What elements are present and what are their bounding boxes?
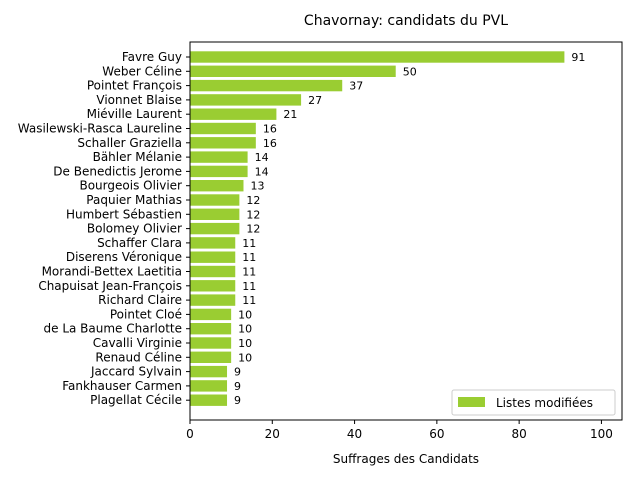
bar-value-label: 9 (234, 380, 241, 393)
bar (190, 394, 228, 406)
bar-value-label: 9 (234, 394, 241, 407)
y-tick-label: Jaccard Sylvain (90, 365, 182, 379)
bar-value-label: 10 (238, 323, 252, 336)
y-tick-label: Renaud Céline (95, 350, 182, 364)
bar (190, 280, 236, 292)
bar (190, 208, 240, 220)
bar-value-label: 12 (246, 194, 260, 207)
x-tick-label: 100 (590, 427, 613, 441)
bar-value-label: 21 (283, 108, 297, 121)
bar-value-label: 91 (571, 51, 585, 64)
bars-group: 9150372721161614141312121211111111111010… (190, 51, 585, 407)
y-tick-label: Morandi-Bettex Laetitia (42, 265, 182, 279)
bar (190, 65, 396, 77)
bar (190, 308, 232, 321)
y-tick-label: Pointet Cloé (110, 307, 182, 321)
x-ticks: 0 20 40 60 80 100 (186, 420, 613, 441)
bar (190, 251, 236, 263)
y-tick-label: Cavalli Virginie (93, 336, 182, 350)
bar-value-label: 11 (242, 294, 256, 307)
y-tick-label: Pointet François (87, 79, 182, 93)
y-tick-label: Diserens Véronique (66, 250, 182, 264)
bar-value-label: 12 (246, 208, 260, 221)
y-tick-label: Weber Céline (102, 64, 182, 78)
bar (190, 180, 244, 192)
y-tick-label: Bourgeois Olivier (79, 179, 182, 193)
bar (190, 79, 343, 92)
y-tick-label: Vionnet Blaise (96, 93, 182, 107)
y-tick-label: Paquier Mathias (86, 193, 182, 207)
bar (190, 237, 236, 249)
bar (190, 194, 240, 206)
bar-value-label: 10 (238, 337, 252, 350)
bar-value-label: 14 (255, 165, 269, 178)
legend-frame (451, 389, 616, 416)
bar (190, 151, 248, 163)
y-tick-label: Richard Claire (98, 293, 182, 307)
x-tick-label: 80 (512, 427, 527, 441)
plot-frame (189, 41, 623, 421)
y-tick-label: De Benedictis Jerome (53, 164, 182, 178)
bar (190, 108, 277, 120)
y-tick-label: Bolomey Olivier (87, 222, 182, 236)
bar-value-label: 11 (242, 237, 256, 250)
legend-label: Listes modifiées (496, 396, 593, 410)
bar-value-label: 10 (238, 308, 252, 321)
bar-value-label: 37 (349, 80, 363, 93)
y-tick-label: Schaller Graziella (77, 136, 182, 150)
y-tick-label: Humbert Sébastien (66, 207, 182, 221)
bar (190, 294, 236, 306)
bar-value-label: 12 (246, 223, 260, 236)
bar (190, 165, 248, 178)
bar-value-label: 11 (242, 251, 256, 264)
y-tick-label: Bähler Mélanie (93, 150, 182, 164)
bar (190, 137, 256, 149)
y-tick-label: Chapuisat Jean-François (38, 279, 182, 293)
y-tick-label: Miéville Laurent (87, 107, 183, 121)
bar-value-label: 14 (255, 151, 269, 164)
bar-value-label: 11 (242, 280, 256, 293)
bar (190, 351, 232, 363)
x-axis-label: Suffrages des Candidats (333, 452, 479, 466)
bar-value-label: 16 (263, 137, 277, 150)
x-tick-label: 60 (429, 427, 444, 441)
bar (190, 365, 228, 378)
chart-title: Chavornay: candidats du PVL (304, 13, 508, 29)
bar-value-label: 9 (234, 366, 241, 379)
legend-swatch (458, 397, 485, 407)
y-tick-label: Favre Guy (122, 50, 182, 64)
bar (190, 94, 302, 106)
x-tick-label: 20 (265, 427, 280, 441)
bar (190, 51, 565, 63)
bar (190, 265, 236, 278)
bar-value-label: 16 (263, 123, 277, 136)
x-tick-label: 0 (186, 427, 194, 441)
y-tick-label: Wasilewski-Rasca Laureline (18, 122, 182, 136)
y-tick-label: de La Baume Charlotte (44, 322, 183, 336)
bar (190, 122, 256, 135)
y-tick-label: Plagellat Cécile (90, 393, 182, 407)
legend: Listes modifiées (451, 389, 616, 416)
y-tick-label: Schaffer Clara (97, 236, 182, 250)
bar-value-label: 11 (242, 266, 256, 279)
x-tick-label: 40 (347, 427, 362, 441)
bar (190, 222, 240, 235)
bar-value-label: 27 (308, 94, 322, 107)
bar (190, 380, 228, 392)
bar-value-label: 50 (403, 65, 417, 78)
bar (190, 323, 232, 335)
y-tick-label: Fankhauser Carmen (62, 379, 182, 393)
bar (190, 337, 232, 349)
bar-value-label: 10 (238, 351, 252, 364)
bar-value-label: 13 (250, 180, 264, 193)
